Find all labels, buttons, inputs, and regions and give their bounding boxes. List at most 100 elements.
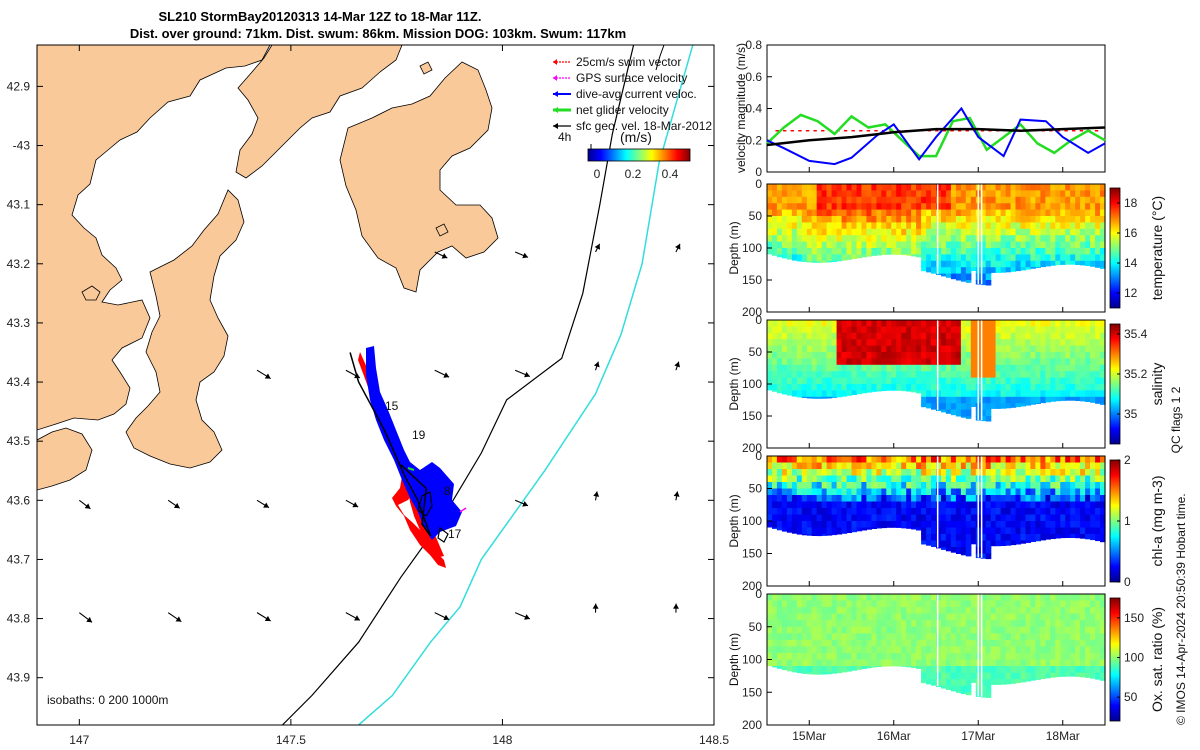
section-cell (966, 280, 972, 283)
section-cell (802, 653, 808, 660)
section-cell (936, 222, 942, 229)
svg-text:GPS surface velocity: GPS surface velocity (576, 71, 687, 85)
section-cell (792, 229, 798, 236)
section-cell (772, 203, 778, 210)
section-cell (1075, 320, 1081, 327)
section-cell (901, 248, 907, 255)
section-cell (896, 378, 902, 385)
section-cell (1060, 601, 1066, 608)
section-cell (881, 601, 887, 608)
section-cell (991, 390, 997, 397)
section-cell (1090, 508, 1096, 515)
section-cell (881, 326, 887, 333)
section-cell (936, 627, 942, 634)
section-cell (802, 640, 808, 647)
section-cell (1016, 495, 1022, 502)
section-cell (792, 235, 798, 242)
section-cell (847, 229, 853, 236)
section-cell (951, 248, 957, 255)
section-cell (1090, 653, 1096, 660)
section-cell (931, 384, 937, 391)
section-cell (956, 620, 962, 627)
section-cell (777, 384, 783, 391)
section-cell (871, 197, 877, 204)
section-cell (1085, 197, 1091, 204)
section-cell (1075, 660, 1081, 667)
section-cell (817, 521, 823, 528)
section-cell (936, 248, 942, 255)
section-cell (961, 620, 967, 627)
section-cell (1026, 184, 1032, 191)
section-cell (1026, 508, 1032, 515)
section-cell (1021, 397, 1027, 404)
section-cell (906, 358, 912, 365)
section-cell (946, 390, 952, 397)
section-cell (1035, 633, 1041, 640)
section-cell (951, 267, 957, 274)
section-cell (1021, 521, 1027, 528)
section-cell (921, 358, 927, 365)
section-cell (857, 482, 863, 489)
section-cell (832, 397, 838, 398)
section-cell (817, 607, 823, 614)
section-cell (1070, 646, 1076, 653)
map-ytick-label: 43.3 (7, 316, 31, 330)
section-cell (996, 261, 1002, 268)
section-cell (861, 476, 867, 483)
section-cell (787, 248, 793, 255)
section-cell (1085, 495, 1091, 502)
section-cell (1080, 534, 1086, 539)
time-xtick-label: 16Mar (877, 729, 911, 743)
section-cell (797, 489, 803, 496)
section-panel-chl: 050100150200Depth (m)012chl-a (mg m-3) (727, 449, 1165, 593)
section-cell (971, 203, 977, 210)
section-cell (966, 686, 972, 693)
section-cell (767, 384, 773, 390)
section-cell (861, 502, 867, 509)
section-cell (807, 248, 813, 255)
section-cell (931, 235, 937, 242)
section-cell (1040, 365, 1046, 372)
section-cell (1011, 482, 1017, 489)
section-cell (807, 469, 813, 476)
section-cell (1035, 482, 1041, 489)
section-cell (797, 203, 803, 210)
section-cell (871, 521, 877, 528)
section-cell (996, 601, 1002, 608)
section-cell (1055, 463, 1061, 470)
section-cell (1045, 469, 1051, 476)
section-cell (767, 646, 773, 653)
section-cell (1021, 456, 1027, 463)
section-cell (1001, 541, 1007, 547)
section-cell (921, 640, 927, 647)
section-cell (946, 633, 952, 640)
section-cell (1060, 365, 1066, 372)
section-cell (857, 620, 863, 627)
section-cell (1075, 197, 1081, 204)
section-cell (931, 371, 937, 378)
section-ytick-label: 0 (755, 587, 762, 601)
section-ylabel: Depth (m) (727, 221, 741, 274)
section-cell (772, 646, 778, 653)
section-cell (837, 197, 843, 204)
section-cell (1065, 397, 1071, 401)
section-cell (1006, 469, 1012, 476)
section-cell (807, 326, 813, 333)
section-cell (812, 333, 818, 340)
section-cell (1030, 541, 1036, 543)
section-cell (991, 242, 997, 249)
section-cell (782, 326, 788, 333)
section-cell (787, 456, 793, 463)
section-cell (941, 267, 947, 274)
section-cell (941, 666, 947, 673)
section-cell (827, 320, 833, 327)
section-cell (782, 358, 788, 365)
section-cell (881, 371, 887, 378)
section-cell (986, 692, 992, 698)
section-cell (991, 640, 997, 647)
section-cell (886, 235, 892, 242)
section-cell (941, 686, 947, 689)
section-cell (787, 489, 793, 496)
section-cell (832, 358, 838, 365)
section-cell (921, 601, 927, 608)
